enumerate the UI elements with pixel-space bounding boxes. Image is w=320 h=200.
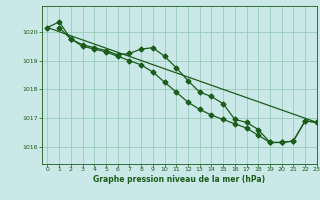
- X-axis label: Graphe pression niveau de la mer (hPa): Graphe pression niveau de la mer (hPa): [93, 175, 265, 184]
